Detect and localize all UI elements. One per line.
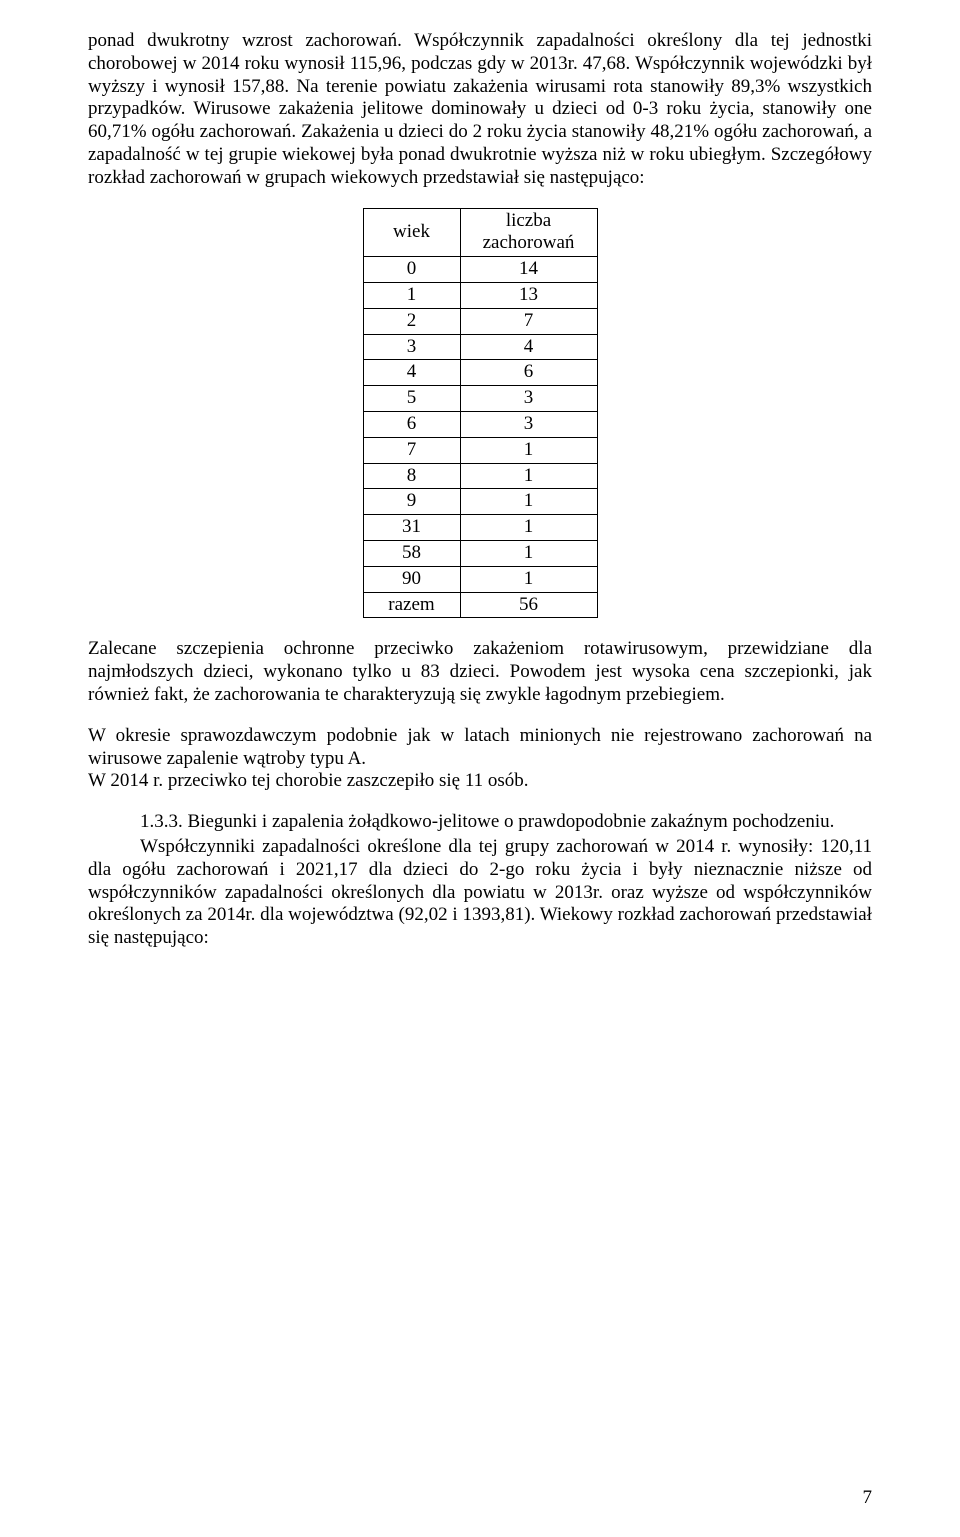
table-cell-age: 58 bbox=[363, 540, 460, 566]
paragraph-3a: W okresie sprawozdawczym podobnie jak w … bbox=[88, 725, 872, 771]
table-cell-count: 7 bbox=[460, 308, 597, 334]
age-distribution-table: wiek liczba zachorowań 01411327344653637… bbox=[363, 208, 598, 619]
table-row: 63 bbox=[363, 411, 597, 437]
table-row: 81 bbox=[363, 463, 597, 489]
table-cell-age: 5 bbox=[363, 386, 460, 412]
table-cell-age: 31 bbox=[363, 515, 460, 541]
table-footer-label: razem bbox=[363, 592, 460, 618]
table-cell-count: 3 bbox=[460, 411, 597, 437]
table-row: 91 bbox=[363, 489, 597, 515]
table-cell-age: 0 bbox=[363, 257, 460, 283]
table-cell-count: 1 bbox=[460, 437, 597, 463]
table-cell-count: 1 bbox=[460, 566, 597, 592]
document-page: ponad dwukrotny wzrost zachorowań. Współ… bbox=[0, 0, 960, 1537]
table-cell-count: 1 bbox=[460, 489, 597, 515]
table-cell-age: 3 bbox=[363, 334, 460, 360]
table-row: 53 bbox=[363, 386, 597, 412]
table-row: 901 bbox=[363, 566, 597, 592]
table-cell-age: 9 bbox=[363, 489, 460, 515]
table-header-row: wiek liczba zachorowań bbox=[363, 208, 597, 257]
table-row: 311 bbox=[363, 515, 597, 541]
table-header-age: wiek bbox=[363, 208, 460, 257]
paragraph-3b: W 2014 r. przeciwko tej chorobie zaszcze… bbox=[88, 770, 872, 793]
table-cell-age: 6 bbox=[363, 411, 460, 437]
table-cell-count: 13 bbox=[460, 282, 597, 308]
table-cell-age: 7 bbox=[363, 437, 460, 463]
table-cell-count: 1 bbox=[460, 463, 597, 489]
table-cell-age: 2 bbox=[363, 308, 460, 334]
table-cell-age: 4 bbox=[363, 360, 460, 386]
table-cell-age: 8 bbox=[363, 463, 460, 489]
table-row: 71 bbox=[363, 437, 597, 463]
table-footer-total: 56 bbox=[460, 592, 597, 618]
table-row: 014 bbox=[363, 257, 597, 283]
paragraph-1: ponad dwukrotny wzrost zachorowań. Współ… bbox=[88, 30, 872, 190]
table-footer-row: razem 56 bbox=[363, 592, 597, 618]
table-cell-count: 1 bbox=[460, 540, 597, 566]
section-heading: 1.3.3. Biegunki i zapalenia żołądkowo-je… bbox=[88, 811, 872, 834]
table-body: 0141132734465363718191311581901 bbox=[363, 257, 597, 592]
table-header-count: liczba zachorowań bbox=[460, 208, 597, 257]
table-row: 113 bbox=[363, 282, 597, 308]
table-cell-count: 6 bbox=[460, 360, 597, 386]
table-row: 46 bbox=[363, 360, 597, 386]
table-cell-age: 1 bbox=[363, 282, 460, 308]
table-cell-count: 3 bbox=[460, 386, 597, 412]
paragraph-2: Zalecane szczepienia ochronne przeciwko … bbox=[88, 638, 872, 706]
page-number: 7 bbox=[863, 1487, 873, 1509]
table-cell-age: 90 bbox=[363, 566, 460, 592]
table-row: 581 bbox=[363, 540, 597, 566]
table-row: 27 bbox=[363, 308, 597, 334]
table-cell-count: 14 bbox=[460, 257, 597, 283]
table-row: 34 bbox=[363, 334, 597, 360]
table-cell-count: 1 bbox=[460, 515, 597, 541]
section-body: Współczynniki zapadalności określone dla… bbox=[88, 836, 872, 950]
table-cell-count: 4 bbox=[460, 334, 597, 360]
